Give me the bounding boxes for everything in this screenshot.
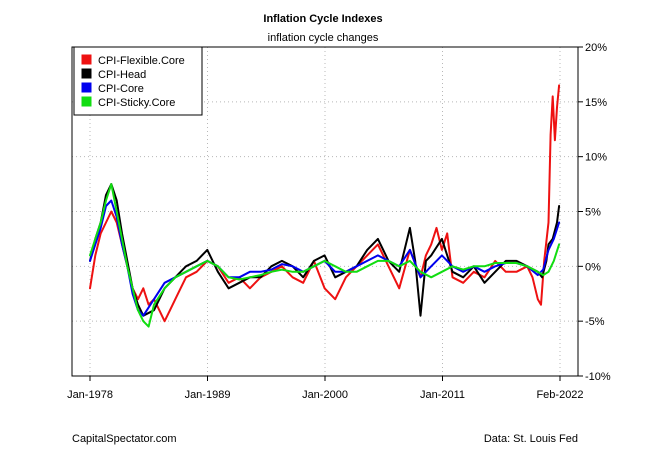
legend-swatch [81,82,92,93]
legend-swatch [81,54,92,65]
legend-box [73,46,203,116]
x-tick-label: Jan-1989 [185,389,231,401]
y-tick-label: 20% [585,42,607,54]
x-tick-label: Jan-2000 [302,389,348,401]
legend-label: CPI-Head [98,69,146,81]
x-tick-label: Jan-2011 [420,389,465,401]
chart-subtitle: inflation cycle changes [268,32,379,44]
source-left: CapitalSpectator.com [72,433,177,445]
legend-swatch [81,96,92,107]
legend-swatch [81,68,92,79]
chart-title: Inflation Cycle Indexes [263,13,382,25]
legend-label: CPI-Sticky.Core [98,97,175,109]
y-tick-label: -5% [585,316,605,328]
legend: CPI-Flexible.Core CPI-Head CPI-Core CPI-Sti… [73,46,203,116]
y-tick-label: 5% [585,207,601,219]
series-lines [89,84,561,328]
y-axis: 20% 15% 10% 5% 0% -5% -10% [578,42,611,383]
x-tick-label: Feb-2022 [536,389,583,401]
y-tick-label: 15% [585,97,607,109]
x-tick-label: Jan-1978 [67,389,113,401]
y-tick-label: 10% [585,152,607,164]
x-axis: Jan-1978 Jan-1989 Jan-2000 Jan-2011 Feb-2022 [67,376,584,401]
series-line-cpi-sticky-core [89,183,561,328]
y-tick-label: -10% [585,371,611,383]
series-line-cpi-flexible-core [89,84,561,323]
y-tick-label: 0% [585,261,601,273]
source-right: Data: St. Louis Fed [484,433,578,445]
legend-label: CPI-Flexible.Core [98,55,185,67]
legend-label: CPI-Core [98,83,144,95]
